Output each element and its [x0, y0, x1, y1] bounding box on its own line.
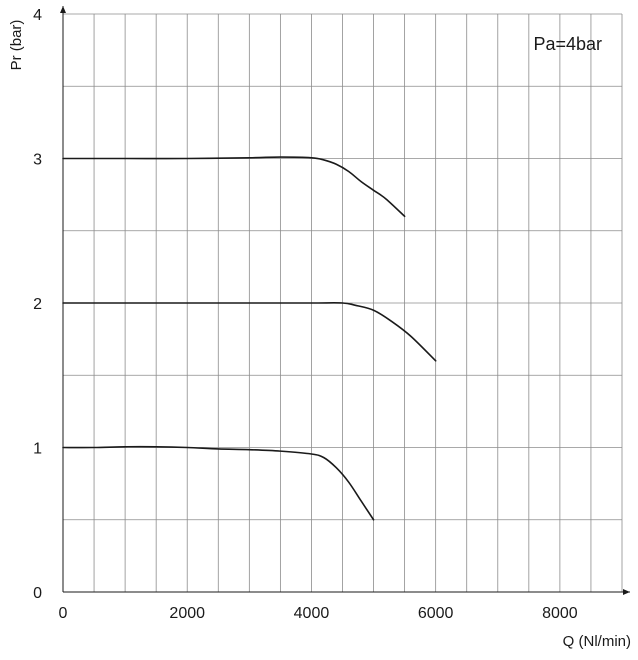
x-tick-label: 6000 [418, 605, 454, 622]
y-axis-label: Pr (bar) [8, 20, 25, 71]
series-line-1 [62, 445, 375, 521]
tick-labels: 0 2000 4000 6000 8000 0 1 2 3 4 [33, 7, 578, 622]
x-tick-label: 8000 [542, 605, 578, 622]
x-tick-label: 0 [59, 605, 68, 622]
y-tick-label: 2 [33, 296, 42, 313]
series-line-2 [62, 302, 437, 362]
x-tick-label: 2000 [169, 605, 205, 622]
y-tick-label: 3 [33, 152, 42, 169]
pressure-annotation: Pa=4bar [533, 34, 602, 54]
y-tick-label: 4 [33, 7, 42, 24]
x-tick-label: 4000 [294, 605, 330, 622]
series-lines [62, 156, 437, 521]
x-axis-arrow [623, 589, 630, 595]
y-tick-label: 0 [33, 585, 42, 602]
x-axis-label: Q (Nl/min) [563, 633, 631, 650]
y-tick-label: 1 [33, 441, 42, 458]
series-line-3 [62, 156, 406, 218]
y-axis-arrow [60, 6, 66, 13]
grid [63, 13, 623, 592]
axes [60, 6, 630, 595]
